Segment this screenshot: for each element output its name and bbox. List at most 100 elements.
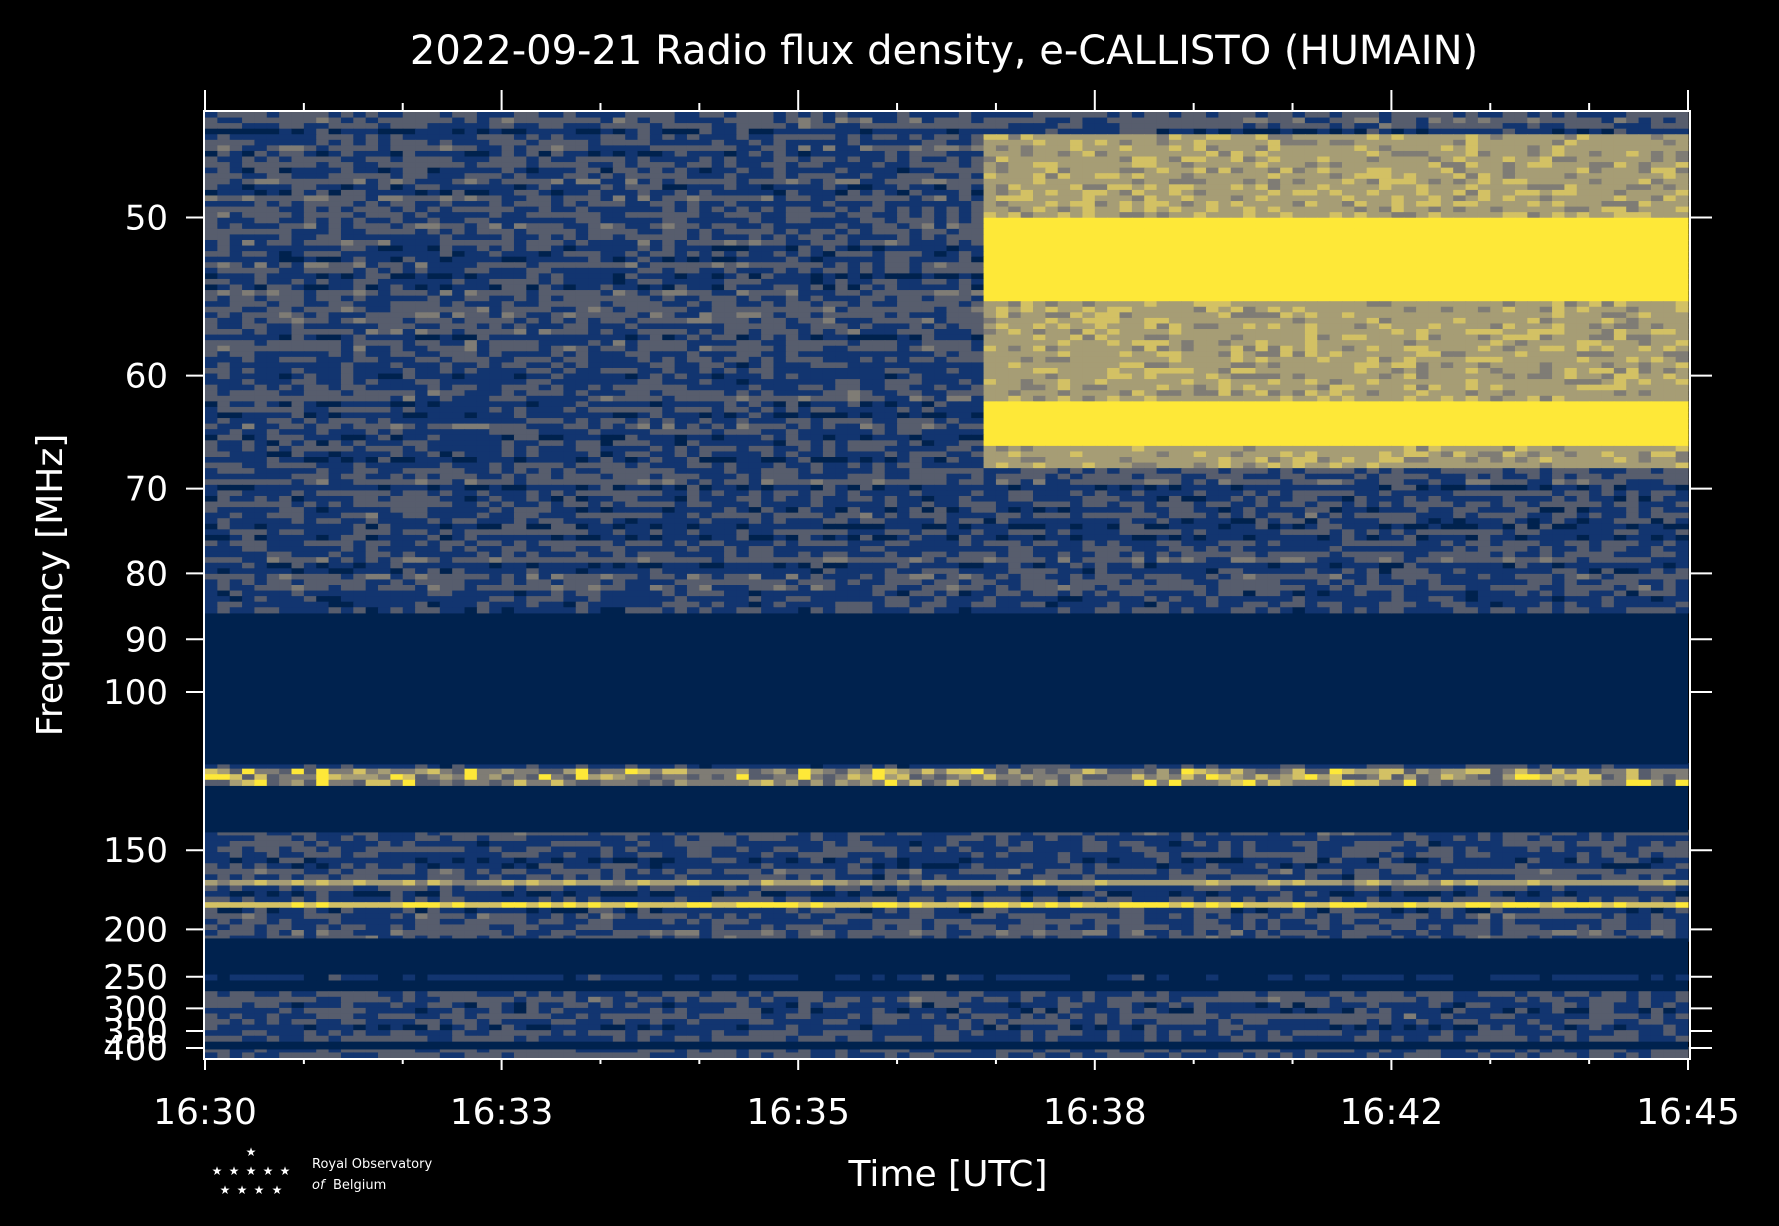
heatmap-cell <box>761 278 775 286</box>
heatmap-cell <box>625 162 639 169</box>
heatmap-cell <box>1317 245 1331 252</box>
heatmap-cell <box>1070 123 1084 130</box>
heatmap-cell <box>1465 223 1479 230</box>
heatmap-cell <box>1119 295 1133 302</box>
heatmap-cell <box>1514 178 1528 185</box>
heatmap-cell <box>1119 162 1133 169</box>
heatmap-cell <box>575 228 589 236</box>
heatmap-cell <box>1144 284 1158 291</box>
heatmap-cell <box>1379 167 1392 174</box>
heatmap-cell <box>1082 273 1096 280</box>
heatmap-cell <box>242 156 256 163</box>
heatmap-cell <box>1181 278 1195 286</box>
heatmap-cell <box>464 317 478 325</box>
heatmap-cell <box>1465 256 1479 263</box>
heatmap-cell <box>513 334 527 341</box>
heatmap-cell <box>1366 329 1380 336</box>
heatmap-cell <box>798 290 812 297</box>
heatmap-cell <box>1255 167 1269 174</box>
heatmap-cell <box>785 139 799 146</box>
heatmap-cell <box>1008 134 1022 141</box>
heatmap-cell <box>563 273 577 280</box>
heatmap-cell <box>946 173 960 180</box>
heatmap-cell <box>1230 323 1244 330</box>
heatmap-cell <box>217 290 231 297</box>
heatmap-cell <box>822 145 836 152</box>
heatmap-cell <box>588 217 602 224</box>
heatmap-cell <box>205 301 218 308</box>
heatmap-cell <box>1193 239 1207 247</box>
heatmap-cell <box>1218 334 1232 341</box>
heatmap-cell <box>205 201 218 208</box>
heatmap-cell <box>563 112 577 119</box>
heatmap-cell <box>340 284 354 291</box>
heatmap-cell <box>1416 134 1430 141</box>
heatmap-cell <box>365 340 379 347</box>
heatmap-cell <box>1329 312 1343 319</box>
heatmap-cell <box>1366 145 1380 152</box>
heatmap-cell <box>884 251 898 258</box>
heatmap-cell <box>1144 117 1158 124</box>
heatmap-cell <box>1650 150 1664 158</box>
heatmap-cell <box>1477 295 1491 302</box>
heatmap-cell <box>476 150 490 158</box>
heatmap-cell <box>897 312 911 319</box>
heatmap-cell <box>415 245 429 252</box>
heatmap-cell <box>340 162 354 169</box>
heatmap-cell <box>1131 251 1145 258</box>
heatmap-cell <box>1564 267 1578 274</box>
heatmap-cell <box>884 284 898 291</box>
heatmap-cell <box>1008 267 1022 274</box>
heatmap-cell <box>897 217 911 224</box>
heatmap-cell <box>773 184 787 191</box>
heatmap-cell <box>551 195 564 202</box>
heatmap-cell <box>439 278 453 286</box>
heatmap-cell <box>1613 195 1627 202</box>
heatmap-cell <box>847 150 861 158</box>
heatmap-cell <box>983 334 997 341</box>
heatmap-cell <box>736 195 750 202</box>
heatmap-cell <box>934 273 948 280</box>
heatmap-cell <box>402 117 416 124</box>
heatmap-cell <box>1144 156 1158 163</box>
heatmap-cell <box>291 156 305 163</box>
heatmap-cell <box>427 278 441 286</box>
heatmap-cell <box>995 201 1009 208</box>
heatmap-cell <box>439 290 453 297</box>
heatmap-cell <box>699 228 713 236</box>
heatmap-cell <box>340 150 354 158</box>
heatmap-cell <box>711 162 725 169</box>
heatmap-cell <box>1280 223 1294 230</box>
heatmap-cell <box>1094 251 1108 258</box>
heatmap-cell <box>1403 312 1417 319</box>
heatmap-cell <box>1317 117 1331 124</box>
heatmap-cell <box>1576 323 1590 330</box>
heatmap-cell <box>353 173 367 180</box>
heatmap-cell <box>316 340 330 347</box>
heatmap-cell <box>1527 234 1541 241</box>
heatmap-cell <box>1144 256 1158 263</box>
heatmap-cell <box>1243 245 1257 252</box>
heatmap-cell <box>1255 256 1269 263</box>
heatmap-cell <box>971 301 985 308</box>
heatmap-cell <box>1304 212 1318 219</box>
heatmap-cell <box>971 145 985 152</box>
heatmap-cell <box>563 150 577 158</box>
heatmap-cell <box>1267 206 1281 213</box>
heatmap-cell <box>1416 145 1430 152</box>
heatmap-cell <box>1650 117 1664 124</box>
heatmap-cell <box>365 239 379 247</box>
heatmap-cell <box>551 256 564 263</box>
heatmap-cell <box>551 228 564 236</box>
heatmap-cell <box>761 167 775 174</box>
spectrum-row <box>205 206 1689 213</box>
heatmap-cell <box>588 206 602 213</box>
heatmap-cell <box>1206 112 1219 119</box>
heatmap-cell <box>1391 239 1405 247</box>
heatmap-cell <box>822 173 836 180</box>
heatmap-cell <box>686 173 700 180</box>
heatmap-cell <box>971 273 985 280</box>
heatmap-cell <box>1008 156 1022 163</box>
heatmap-cell <box>847 267 861 274</box>
heatmap-cell <box>995 123 1009 130</box>
